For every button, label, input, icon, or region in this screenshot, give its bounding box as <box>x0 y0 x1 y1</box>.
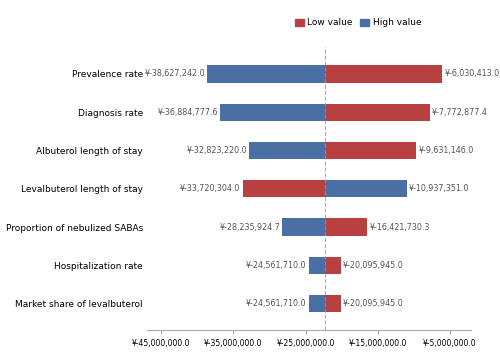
Text: ¥-38,627,242.0: ¥-38,627,242.0 <box>144 69 205 78</box>
Text: ¥-10,937,351.0: ¥-10,937,351.0 <box>409 184 470 193</box>
Bar <box>249 142 325 159</box>
Bar <box>325 218 368 236</box>
Legend: Low value, High value: Low value, High value <box>291 15 425 31</box>
Bar <box>208 65 325 82</box>
Text: ¥-9,631,146.0: ¥-9,631,146.0 <box>418 146 474 155</box>
Text: ¥-36,884,777.6: ¥-36,884,777.6 <box>157 108 218 117</box>
Text: ¥-16,421,730.3: ¥-16,421,730.3 <box>370 223 430 232</box>
Bar <box>282 218 325 236</box>
Bar <box>325 295 341 312</box>
Text: ¥-28,235,924.7: ¥-28,235,924.7 <box>219 223 280 232</box>
Bar <box>309 295 325 312</box>
Bar <box>242 180 325 198</box>
Text: ¥-32,823,220.0: ¥-32,823,220.0 <box>186 146 247 155</box>
Text: ¥-20,095,945.0: ¥-20,095,945.0 <box>343 261 404 270</box>
Bar <box>309 257 325 274</box>
Text: ¥-20,095,945.0: ¥-20,095,945.0 <box>343 299 404 308</box>
Text: ¥-24,561,710.0: ¥-24,561,710.0 <box>246 261 306 270</box>
Bar <box>325 65 442 82</box>
Text: ¥-24,561,710.0: ¥-24,561,710.0 <box>246 299 306 308</box>
Text: ¥-33,720,304.0: ¥-33,720,304.0 <box>180 184 240 193</box>
Text: ¥-7,772,877.4: ¥-7,772,877.4 <box>432 108 488 117</box>
Bar <box>325 142 416 159</box>
Bar <box>220 104 325 121</box>
Bar <box>325 257 341 274</box>
Bar <box>325 180 407 198</box>
Text: ¥-6,030,413.0: ¥-6,030,413.0 <box>444 69 500 78</box>
Bar <box>325 104 430 121</box>
